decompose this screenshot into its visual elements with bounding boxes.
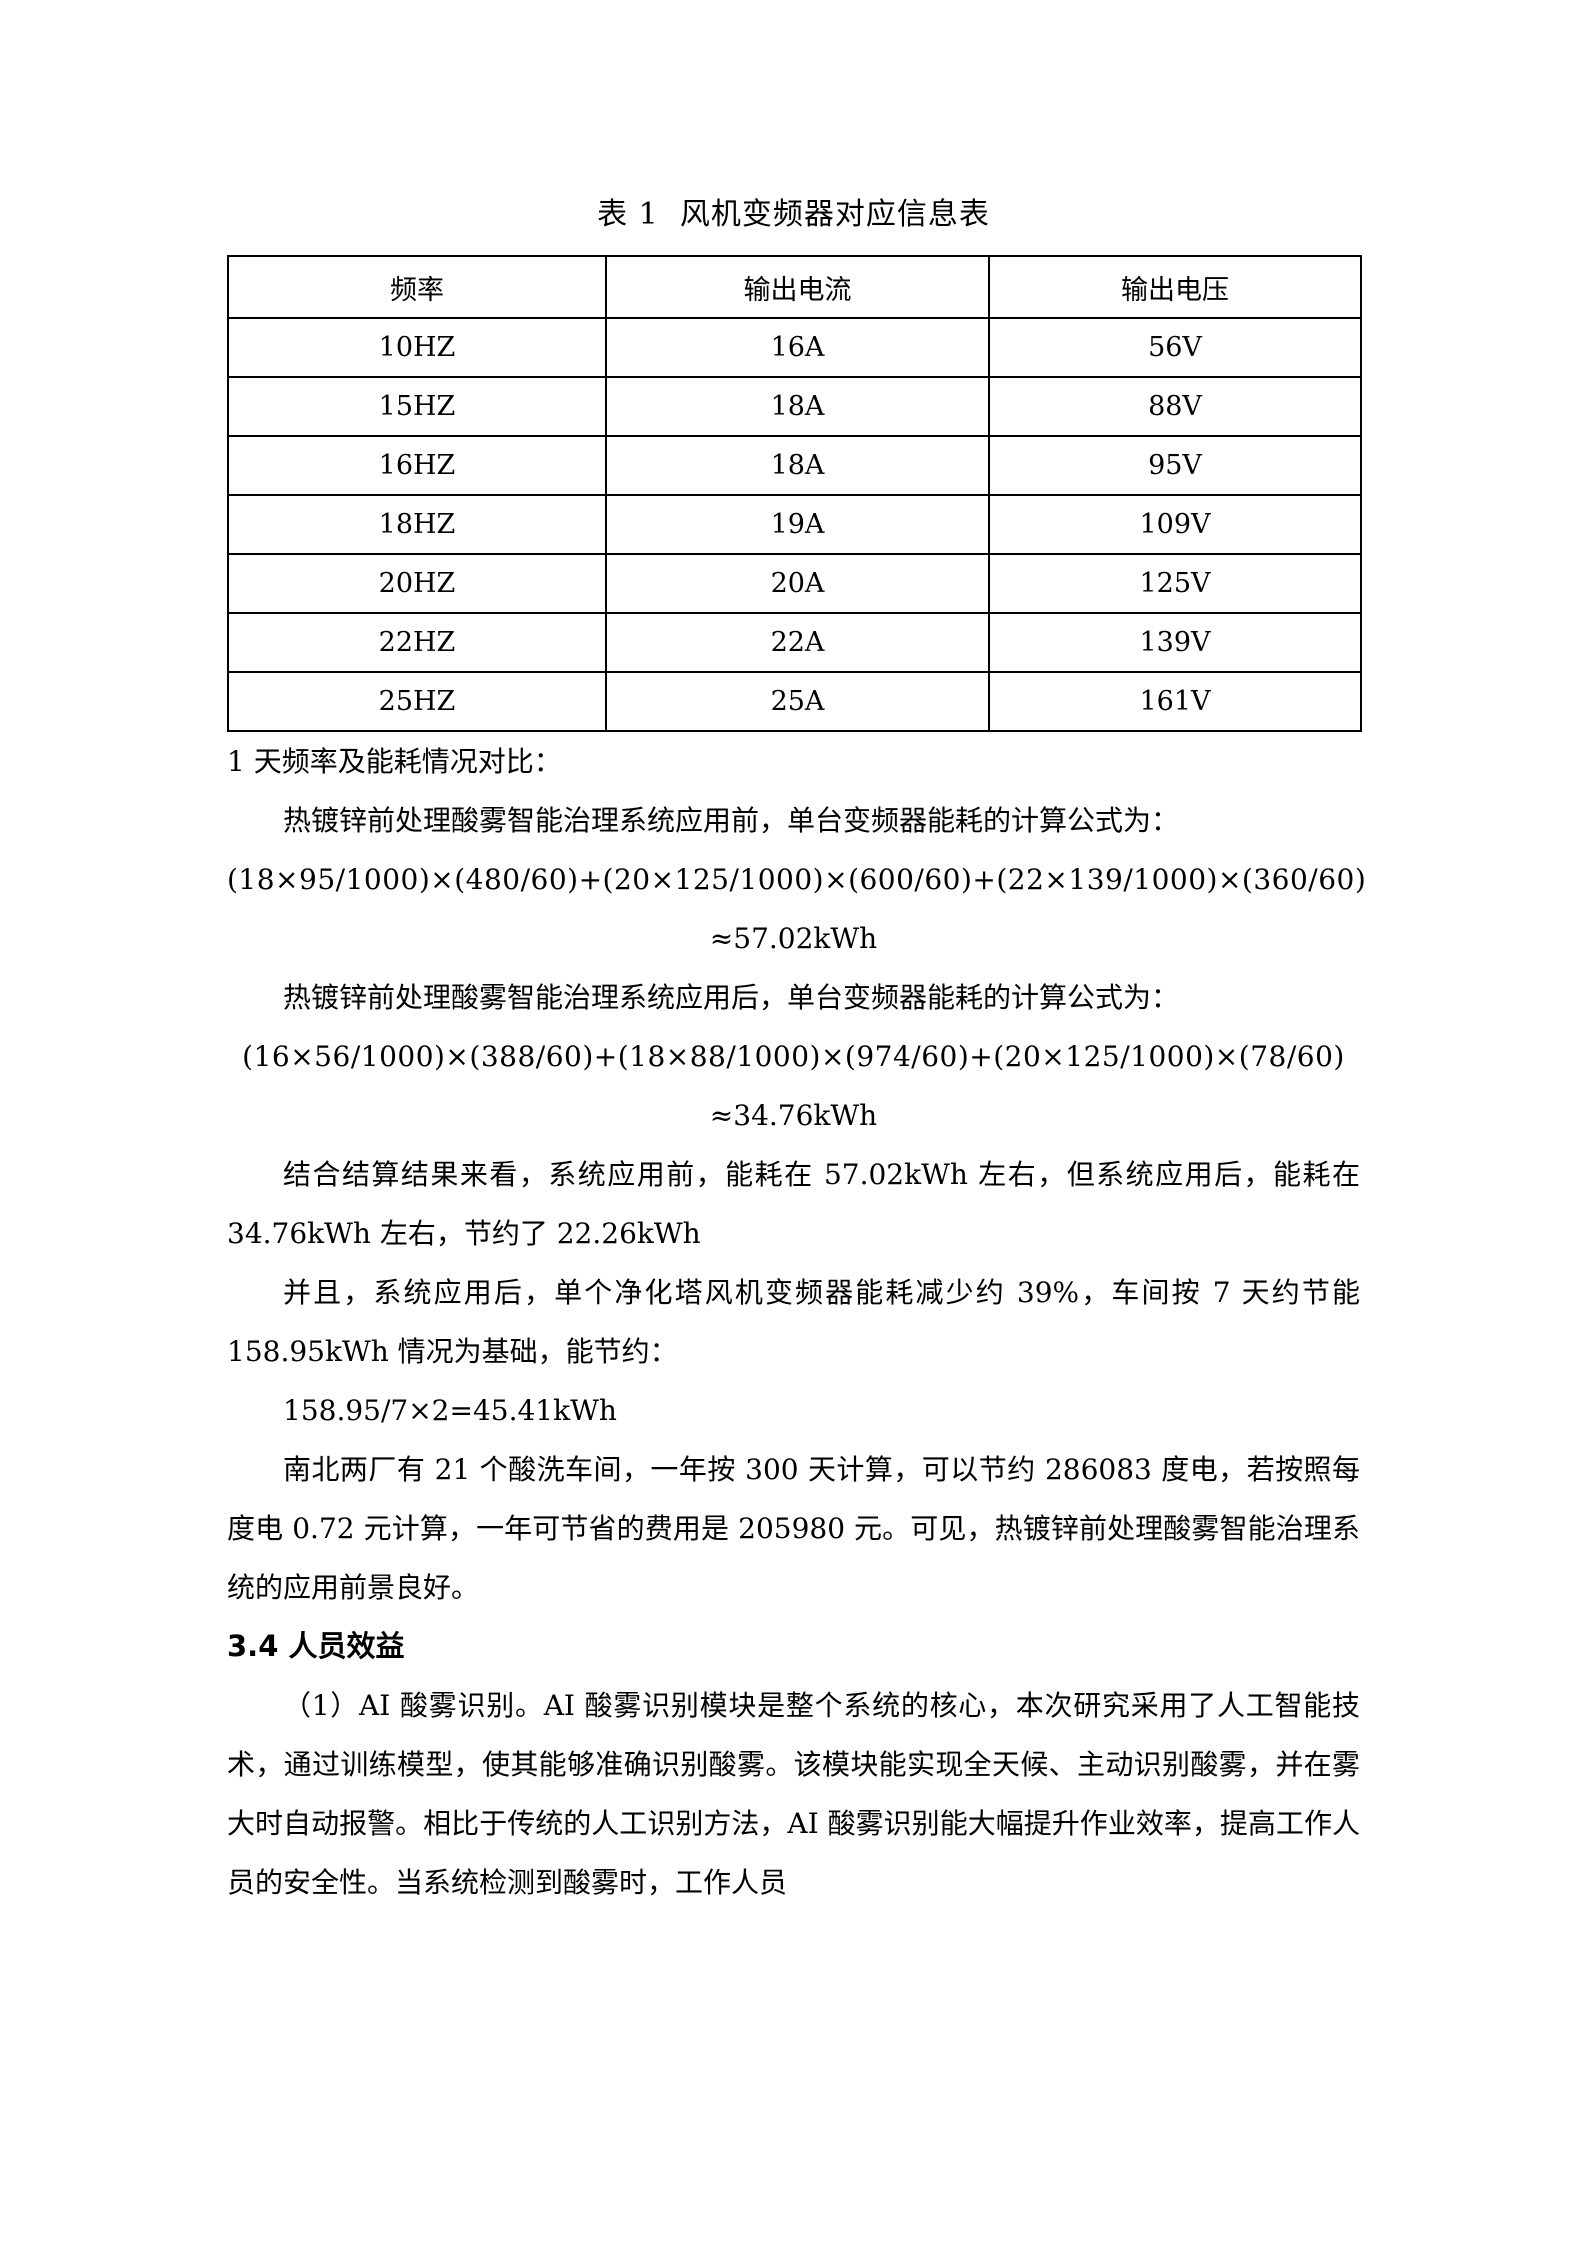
cell-current: 18A	[605, 376, 990, 437]
formula-weekly-saving: 158.95/7×2=45.41kWh	[283, 1394, 617, 1427]
paragraph-ai-acid-mist-recognition: （1）AI 酸雾识别。AI 酸雾识别模块是整个系统的核心，本次研究采用了人工智能…	[227, 1689, 1360, 1899]
cell-frequency: 10HZ	[227, 317, 607, 378]
table-row: 18HZ 19A 109V	[227, 494, 1362, 555]
cell-voltage: 161V	[988, 671, 1362, 732]
page-content: 表 1 风机变频器对应信息表 频率 输出电流 输出电压 10HZ 16A 56V…	[227, 0, 1367, 1912]
table-row: 25HZ 25A 161V	[227, 671, 1362, 732]
table-row: 22HZ 22A 139V	[227, 612, 1362, 673]
section-heading-3-4: 3.4 人员效益	[227, 1629, 405, 1663]
table-header-output-current: 输出电流	[605, 255, 990, 319]
cell-voltage: 95V	[988, 435, 1362, 496]
table-caption: 表 1 风机变频器对应信息表	[597, 197, 990, 232]
cell-frequency: 20HZ	[227, 553, 607, 614]
cell-voltage: 109V	[988, 494, 1362, 555]
paragraph-after-application-intro: 热镀锌前处理酸雾智能治理系统应用后，单台变频器能耗的计算公式为：	[283, 981, 1180, 1014]
table-header-output-voltage: 输出电压	[988, 255, 1362, 319]
cell-current: 20A	[605, 553, 990, 614]
cell-voltage: 139V	[988, 612, 1362, 673]
result-after-application: ≈34.76kWh	[709, 1099, 878, 1132]
paragraph-reduction-percentage: 并且，系统应用后，单个净化塔风机变频器能耗减少约 39%，车间按 7 天约节能 …	[227, 1276, 1360, 1368]
cell-frequency: 22HZ	[227, 612, 607, 673]
paragraph-energy-summary: 结合结算结果来看，系统应用前，能耗在 57.02kWh 左右，但系统应用后，能耗…	[227, 1158, 1360, 1250]
fan-inverter-info-table: 频率 输出电流 输出电压 10HZ 16A 56V 15HZ 18A 88V 1…	[227, 255, 1362, 732]
paragraph-annual-saving: 南北两厂有 21 个酸洗车间，一年按 300 天计算，可以节约 286083 度…	[227, 1453, 1360, 1604]
paragraph-day-comparison: 1 天频率及能耗情况对比：	[227, 745, 562, 778]
cell-frequency: 15HZ	[227, 376, 607, 437]
cell-frequency: 25HZ	[227, 671, 607, 732]
cell-voltage: 125V	[988, 553, 1362, 614]
table-row: 16HZ 18A 95V	[227, 435, 1362, 496]
cell-current: 22A	[605, 612, 990, 673]
table-header-frequency: 频率	[227, 255, 607, 319]
formula-before-application: (18×95/1000)×(480/60)+(20×125/1000)×(600…	[227, 863, 1367, 896]
table-header-row: 频率 输出电流 输出电压	[227, 255, 1362, 319]
cell-voltage: 56V	[988, 317, 1362, 378]
cell-current: 25A	[605, 671, 990, 732]
paragraph-before-application-intro: 热镀锌前处理酸雾智能治理系统应用前，单台变频器能耗的计算公式为：	[283, 804, 1180, 837]
cell-current: 19A	[605, 494, 990, 555]
cell-current: 18A	[605, 435, 990, 496]
cell-current: 16A	[605, 317, 990, 378]
table-row: 20HZ 20A 125V	[227, 553, 1362, 614]
result-before-application: ≈57.02kWh	[709, 922, 878, 955]
cell-voltage: 88V	[988, 376, 1362, 437]
cell-frequency: 16HZ	[227, 435, 607, 496]
cell-frequency: 18HZ	[227, 494, 607, 555]
table-row: 15HZ 18A 88V	[227, 376, 1362, 437]
formula-after-application: (16×56/1000)×(388/60)+(18×88/1000)×(974/…	[242, 1040, 1345, 1073]
table-row: 10HZ 16A 56V	[227, 317, 1362, 378]
